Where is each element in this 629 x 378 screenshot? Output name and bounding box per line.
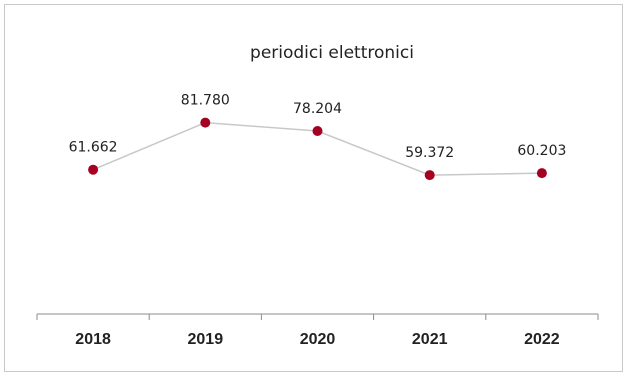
x-tick-label-2020: 2020 bbox=[300, 331, 336, 348]
data-point-2020 bbox=[312, 126, 323, 137]
x-tick-labels: 2018 2019 2020 2021 2022 bbox=[75, 331, 559, 348]
data-label-2018: 61.662 bbox=[69, 140, 118, 156]
data-point-2021 bbox=[424, 170, 435, 181]
chart-title: periodici elettronici bbox=[250, 43, 414, 63]
data-label-2022: 60.203 bbox=[517, 143, 566, 159]
x-tick-label-2022: 2022 bbox=[524, 331, 560, 348]
data-point-2022 bbox=[536, 168, 547, 179]
x-tick-label-2021: 2021 bbox=[412, 331, 448, 348]
x-tick-label-2019: 2019 bbox=[188, 331, 224, 348]
data-label-2021: 59.372 bbox=[405, 145, 454, 161]
x-tick-label-2018: 2018 bbox=[75, 331, 111, 348]
data-labels: 61.662 81.780 78.204 59.372 60.203 bbox=[69, 93, 567, 161]
data-point-2018 bbox=[88, 164, 99, 175]
data-label-2020: 78.204 bbox=[293, 101, 342, 117]
x-axis bbox=[36, 313, 599, 320]
data-point-2019 bbox=[200, 117, 211, 128]
data-label-2019: 81.780 bbox=[181, 93, 230, 109]
chart-frame bbox=[4, 4, 623, 372]
data-points bbox=[88, 117, 547, 181]
